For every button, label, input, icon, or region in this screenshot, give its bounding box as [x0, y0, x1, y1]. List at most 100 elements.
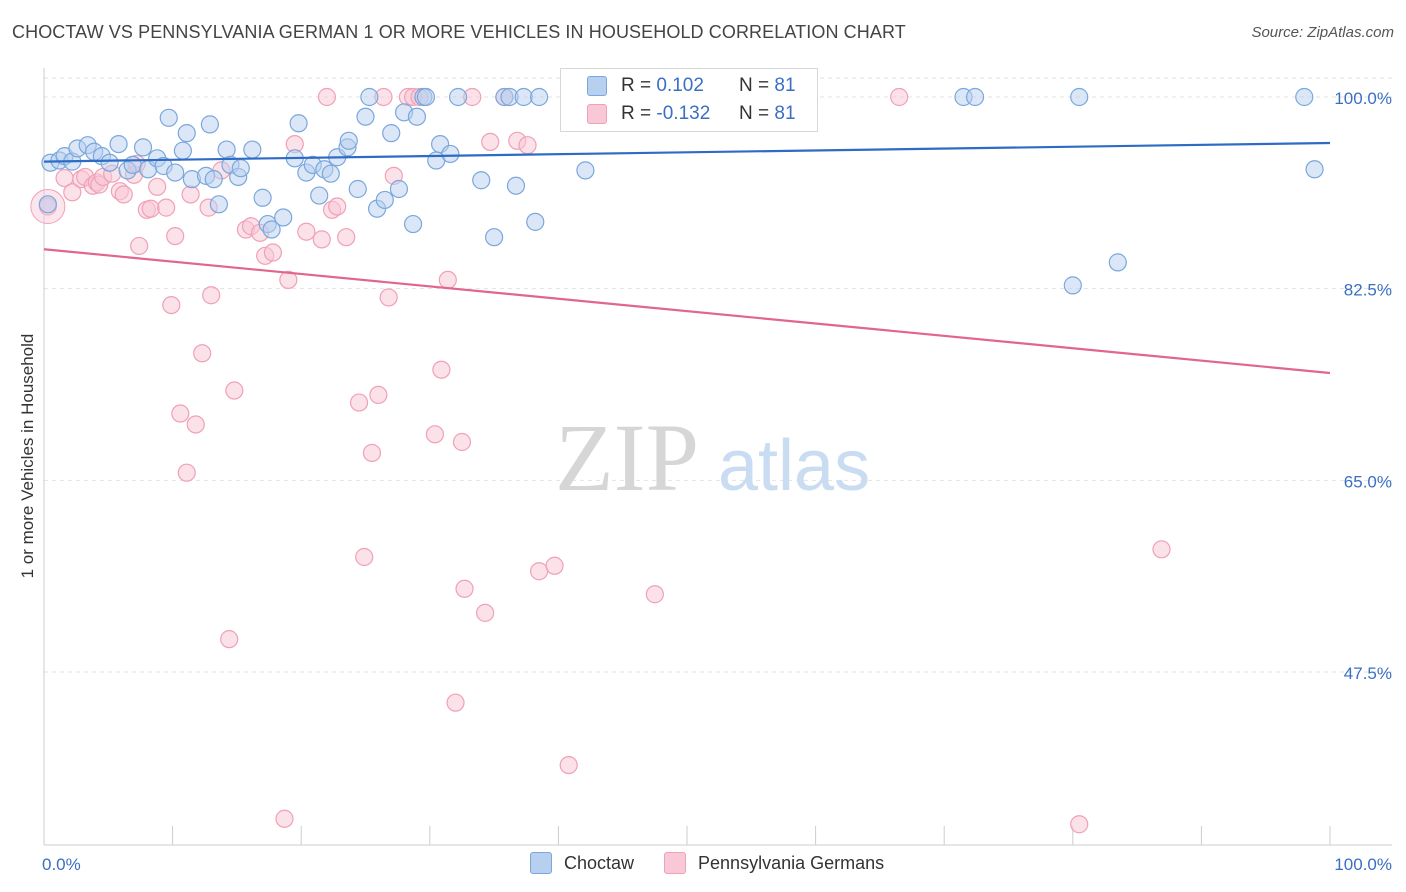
choctaw-point [389, 179, 409, 199]
choctaw-point [231, 159, 250, 178]
pennsylvania-germans-point [337, 228, 356, 247]
series-legend: Choctaw Pennsylvania Germans [530, 852, 914, 874]
pennsylvania-germans-point [157, 198, 176, 217]
pennsylvania-germans-point [263, 243, 283, 262]
pennsylvania-germans-point [452, 432, 472, 452]
choctaw-point [576, 161, 595, 180]
choctaw-point [274, 208, 293, 227]
pennsylvania-germans-point [63, 183, 82, 202]
y-tick-label: 47.5% [1344, 664, 1392, 683]
legend-row-choctaw: R = 0.102 N = 81 [561, 72, 796, 100]
pennsylvania-germans-point [202, 286, 221, 305]
pennsylvania-germans-point [275, 809, 294, 828]
pennsylvania-germans-point [177, 463, 196, 482]
y-tick-label: 100.0% [1334, 89, 1392, 108]
legend-label-pennsylvania-germans: Pennsylvania Germans [698, 852, 885, 873]
choctaw-point [253, 188, 272, 207]
chart-title: CHOCTAW VS PENNSYLVANIA GERMAN 1 OR MORE… [12, 22, 906, 42]
legend-row-pennsylvania-germans: R = -0.132 N = 81 [561, 100, 796, 128]
choctaw-point [289, 114, 308, 133]
choctaw-point [166, 163, 185, 182]
pennsylvania-germans-point [475, 603, 495, 622]
pennsylvania-germans-point [181, 185, 200, 204]
choctaw-point [204, 170, 223, 189]
choctaw-point [133, 138, 153, 157]
pennsylvania-germans-point [645, 585, 664, 604]
pennsylvania-germans-point [141, 199, 160, 218]
correlation-legend: R = 0.102 N = 81 R = -0.132 N = 81 [560, 68, 818, 132]
choctaw-point [310, 186, 329, 205]
pennsylvania-germans-point [432, 360, 451, 379]
choctaw-point [485, 228, 504, 247]
watermark-atlas: atlas [718, 426, 870, 506]
pennsylvania-germans-point [481, 132, 500, 152]
y-axis-label: 1 or more Vehicles in Household [18, 333, 37, 579]
legend-r-label: R = [621, 103, 652, 124]
pennsylvania-germans-point [317, 87, 337, 107]
choctaw-point [382, 124, 401, 143]
choctaw-point [123, 155, 142, 175]
choctaw-point [173, 141, 192, 160]
pennsylvania-germans-point [425, 425, 445, 444]
pennsylvania-germans-point [455, 579, 474, 598]
choctaw-point [1295, 87, 1314, 107]
pennsylvania-germans-point [890, 87, 909, 107]
choctaw-point [356, 107, 375, 126]
trend-lines [43, 141, 1331, 375]
pennsylvania-germans-point [379, 288, 398, 307]
pennsylvania-germans-point [349, 393, 369, 412]
pennsylvania-germans-point [518, 136, 537, 155]
pennsylvania-germans-point [148, 177, 167, 196]
legend-item-pennsylvania-germans: Pennsylvania Germans [664, 852, 884, 874]
legend-n-label: N = [739, 75, 770, 96]
choctaw-point [441, 144, 460, 164]
pennsylvania-germans-point [186, 415, 205, 434]
legend-label-choctaw: Choctaw [564, 852, 635, 873]
legend-item-choctaw: Choctaw [530, 852, 634, 874]
choctaw-point [200, 115, 219, 134]
pennsylvania-germans-point [220, 630, 239, 649]
pennsylvania-germans-point [328, 197, 347, 216]
y-tick-label: 65.0% [1344, 472, 1392, 491]
pennsylvania-germans-point [1070, 815, 1089, 834]
legend-swatch-blue [587, 76, 607, 96]
pennsylvania-germans-point [362, 443, 382, 463]
choctaw-point [321, 164, 340, 183]
watermark: ZIP atlas [555, 404, 870, 511]
pennsylvania-germans-point [545, 556, 564, 575]
watermark-zip: ZIP [555, 404, 699, 511]
choctaw-trend-line [43, 141, 1331, 163]
choctaw-point [339, 131, 358, 150]
choctaw-point [262, 220, 281, 239]
legend-n-label: N = [739, 103, 770, 124]
choctaw-point [243, 140, 262, 159]
legend-swatch-choctaw [530, 852, 552, 874]
choctaw-point [1305, 160, 1324, 179]
choctaw-point [506, 176, 526, 195]
legend-r-label: R = [621, 75, 652, 96]
pennsylvania-germans-point [279, 270, 298, 290]
pennsylvania-germans-point [530, 562, 549, 581]
pennsylvania-germans-point [446, 693, 465, 712]
choctaw-point [403, 214, 423, 234]
pennsylvania-germans-point [438, 270, 457, 290]
legend-swatch-pennsylvania-germans [664, 852, 687, 874]
choctaw-point [530, 87, 549, 107]
x-tick-label: 0.0% [42, 855, 81, 874]
legend-r-value: 0.102 [656, 75, 704, 96]
pennsylvania-germans-point [193, 344, 212, 363]
pennsylvania-germans-point [130, 236, 149, 256]
pennsylvania-germans-point [225, 381, 244, 400]
choctaw-point [348, 179, 367, 199]
pennsylvania-germans-point [114, 185, 133, 204]
x-tick-label: 100.0% [1334, 855, 1392, 874]
choctaw-point [1070, 87, 1089, 107]
legend-n-value: 81 [774, 75, 796, 96]
choctaw-point [965, 87, 985, 107]
legend-n-value: 81 [774, 103, 796, 124]
choctaw-point [109, 134, 128, 154]
legend-r-value: -0.132 [656, 103, 711, 124]
legend-swatch-pink [587, 104, 607, 124]
y-tick-label: 82.5% [1344, 281, 1392, 300]
choctaw-point [448, 87, 468, 107]
